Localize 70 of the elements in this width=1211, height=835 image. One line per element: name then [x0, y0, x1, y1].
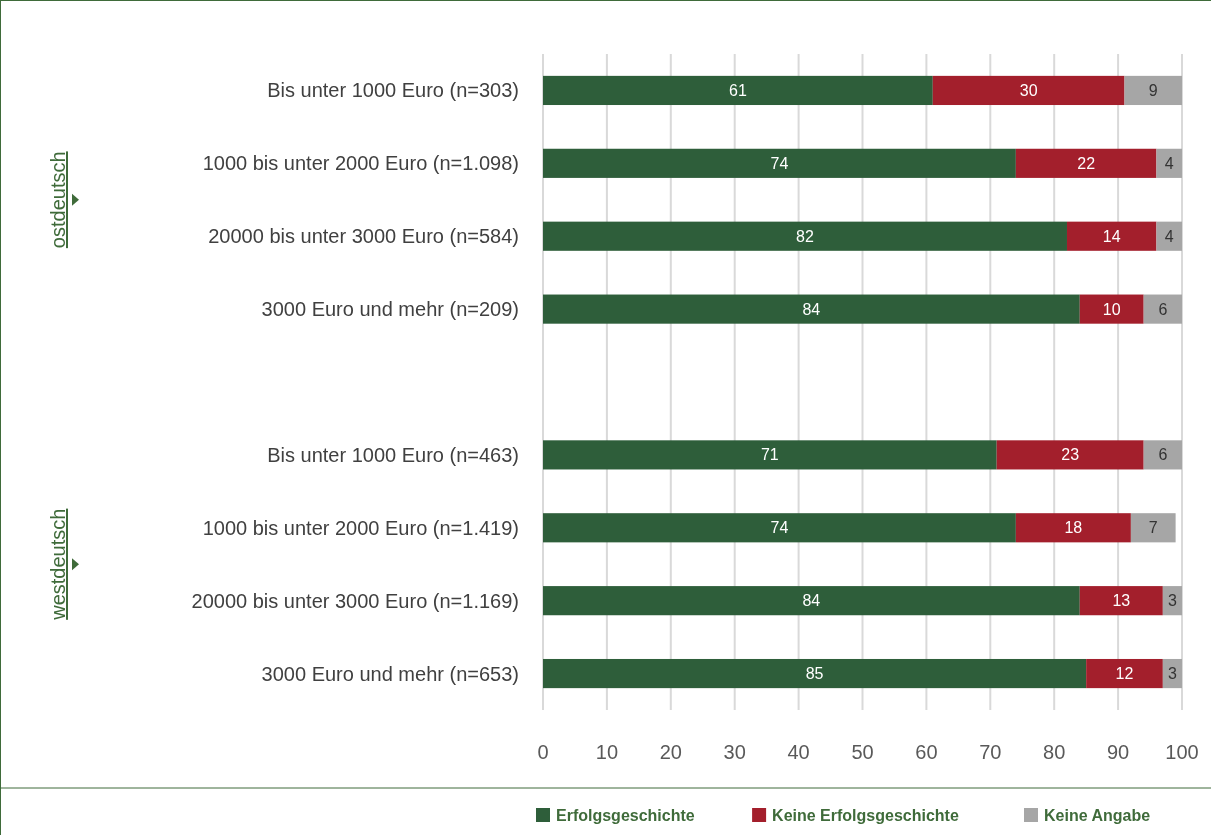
y-tick-label: 3000 Euro und mehr (n=653) — [261, 662, 519, 685]
data-label: 12 — [1115, 665, 1134, 683]
x-tick-label: 70 — [979, 741, 1002, 763]
bar — [1143, 294, 1182, 324]
data-label: 13 — [1112, 592, 1131, 610]
bar — [1079, 586, 1163, 616]
bar — [543, 586, 1080, 616]
bar — [1015, 513, 1131, 543]
bar — [543, 221, 1067, 251]
data-label: 74 — [770, 154, 789, 172]
y-tick-label: 1000 bis unter 2000 Euro (n=1.419) — [202, 516, 519, 539]
data-label: 22 — [1077, 154, 1096, 172]
x-tick-label: 60 — [915, 741, 938, 763]
bar — [1079, 294, 1144, 324]
data-label: 7 — [1148, 519, 1158, 537]
data-label: 61 — [729, 82, 747, 100]
data-label: 3 — [1167, 665, 1177, 683]
x-tick-label: 100 — [1165, 741, 1199, 763]
y-tick-label: 1000 bis unter 2000 Euro (n=1.098) — [202, 152, 519, 175]
x-tick-label: 40 — [787, 741, 810, 763]
x-tick-label: 50 — [851, 741, 874, 763]
x-tick-label: 80 — [1043, 741, 1066, 763]
x-tick-label: 0 — [537, 741, 549, 763]
y-tick-label: Bis unter 1000 Euro (n=303) — [267, 79, 519, 102]
y-tick-label: Bis unter 1000 Euro (n=463) — [267, 443, 519, 466]
data-label: 18 — [1064, 519, 1083, 537]
data-label: 74 — [770, 519, 789, 537]
bar — [1086, 658, 1163, 689]
bar — [1124, 75, 1182, 106]
data-label: 85 — [805, 665, 824, 683]
x-tick-label: 90 — [1106, 741, 1130, 763]
data-label: 23 — [1061, 446, 1080, 464]
y-tick-label: 20000 bis unter 3000 Euro (n=584) — [208, 225, 519, 248]
legend-label: Erfolgsgeschichte — [556, 806, 695, 824]
data-label: 30 — [1019, 82, 1038, 100]
data-label: 9 — [1148, 82, 1158, 100]
data-label: 6 — [1158, 446, 1168, 464]
bar — [543, 148, 1016, 178]
x-tick-label: 10 — [595, 741, 619, 763]
bar — [543, 440, 997, 470]
legend-label: Keine Erfolgsgeschichte — [772, 806, 959, 824]
bar — [1015, 148, 1157, 178]
data-label: 14 — [1102, 227, 1121, 245]
bar — [543, 75, 933, 106]
data-label: 82 — [796, 227, 814, 245]
text: ostdeutsch — [47, 151, 69, 249]
bar — [1156, 221, 1182, 251]
data-label: 10 — [1102, 300, 1121, 318]
bar — [932, 75, 1125, 106]
data-label: 4 — [1164, 227, 1174, 245]
x-tick-label: 30 — [723, 741, 746, 763]
data-label: 71 — [760, 446, 779, 464]
data-label: 3 — [1167, 592, 1177, 610]
text: westdeutsch — [47, 508, 69, 621]
bar — [1143, 440, 1182, 470]
data-label: 84 — [802, 592, 821, 610]
x-tick-label: 20 — [659, 741, 682, 763]
data-label: 4 — [1164, 154, 1174, 172]
bar — [1130, 513, 1176, 543]
y-tick-label: 3000 Euro und mehr (n=209) — [261, 298, 519, 321]
data-label: 6 — [1158, 300, 1168, 318]
bar — [543, 294, 1080, 324]
bar — [1066, 221, 1157, 251]
bar — [1156, 148, 1182, 178]
bar — [543, 513, 1016, 543]
bar — [996, 440, 1144, 470]
data-label: 84 — [802, 300, 821, 318]
y-tick-label: 20000 bis unter 3000 Euro (n=1.169) — [191, 589, 519, 612]
bar — [543, 658, 1087, 689]
legend-label: Keine Angabe — [1044, 806, 1151, 824]
